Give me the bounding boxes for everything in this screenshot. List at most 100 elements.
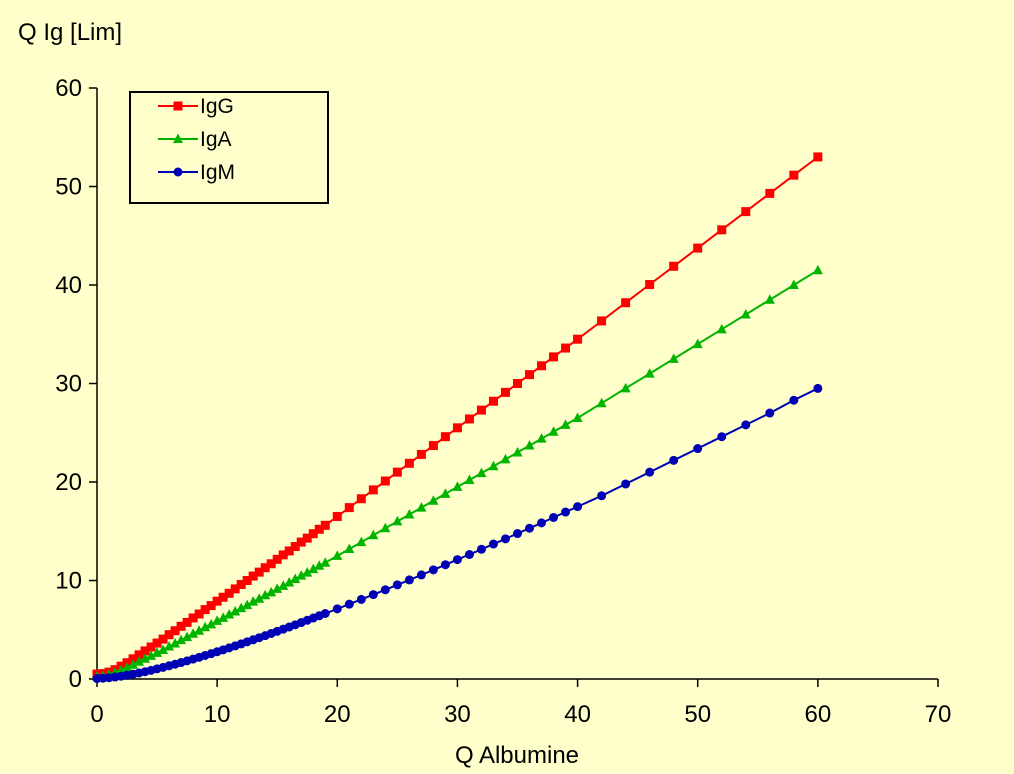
- data-point-igm: [789, 395, 799, 405]
- data-point-iga: [308, 563, 319, 574]
- data-point-iga: [122, 662, 133, 672]
- data-point-igg: [789, 170, 799, 180]
- data-point-iga: [134, 656, 145, 666]
- data-point-iga: [812, 264, 823, 275]
- data-point-igg: [308, 529, 318, 539]
- data-point-igg: [290, 542, 300, 552]
- data-point-iga: [440, 488, 451, 498]
- data-point-igm: [392, 580, 402, 590]
- data-point-igm: [476, 544, 486, 554]
- data-point-igg: [537, 361, 547, 371]
- y-tick-label: 60: [55, 75, 82, 102]
- data-point-igm: [428, 565, 438, 575]
- data-point-iga: [176, 634, 187, 645]
- data-point-igg: [368, 485, 378, 495]
- data-point-igm: [669, 455, 679, 465]
- data-point-iga: [392, 515, 403, 526]
- data-point-igm: [332, 604, 342, 614]
- data-point-iga: [248, 596, 259, 606]
- data-point-igm: [561, 507, 571, 517]
- data-point-igm: [464, 549, 474, 559]
- data-point-iga: [314, 560, 325, 570]
- series-igg: [92, 152, 823, 679]
- data-point-igg: [164, 630, 174, 640]
- x-tick-label: 20: [324, 701, 351, 728]
- data-point-iga: [218, 612, 229, 622]
- data-point-igg: [260, 563, 270, 573]
- data-point-igg: [765, 188, 775, 198]
- data-point-igg: [476, 405, 486, 415]
- data-point-iga: [188, 628, 199, 638]
- data-point-igm: [488, 539, 498, 549]
- data-point-igm: [440, 560, 450, 570]
- data-point-iga: [158, 644, 169, 654]
- legend-label-igg: IgG: [200, 95, 234, 118]
- data-point-igg: [344, 503, 354, 513]
- data-point-igg: [176, 621, 186, 631]
- data-point-iga: [296, 570, 307, 580]
- y-tick-label: 0: [69, 666, 82, 693]
- data-point-igg: [621, 298, 631, 308]
- data-point-iga: [206, 618, 217, 629]
- data-point-igm: [549, 512, 559, 522]
- data-point-igg: [194, 609, 204, 619]
- data-point-iga: [140, 653, 151, 663]
- data-point-iga: [572, 412, 583, 422]
- data-point-igg: [380, 476, 390, 486]
- data-point-iga: [344, 543, 355, 553]
- data-point-igg: [158, 634, 168, 644]
- data-point-igg: [266, 559, 276, 569]
- data-point-igg: [272, 554, 282, 564]
- data-point-igg: [452, 423, 462, 433]
- data-point-igm: [525, 523, 535, 533]
- data-point-iga: [788, 279, 799, 289]
- data-point-igm: [344, 599, 354, 609]
- data-point-iga: [740, 309, 751, 319]
- data-point-igg: [314, 524, 324, 534]
- series-group: [92, 152, 823, 684]
- data-point-igg: [464, 414, 474, 424]
- y-tick-label: 20: [55, 469, 82, 496]
- data-point-igg: [813, 152, 823, 162]
- data-point-igg: [573, 334, 583, 344]
- data-point-igg: [254, 567, 264, 577]
- data-point-iga: [152, 647, 163, 657]
- data-point-iga: [224, 608, 235, 619]
- data-point-igg: [717, 225, 727, 235]
- data-point-iga: [464, 474, 475, 485]
- data-point-igg: [128, 654, 138, 664]
- data-point-igg: [549, 352, 559, 362]
- data-point-igg: [170, 626, 180, 636]
- data-point-igm: [452, 555, 462, 565]
- y-axis-title: Q Ig [Lim]: [18, 19, 122, 46]
- data-point-iga: [536, 433, 547, 443]
- data-point-igm: [380, 585, 390, 595]
- legend-box: [129, 91, 329, 204]
- legend-marker-igm: [173, 167, 183, 177]
- data-point-igm: [404, 575, 414, 585]
- x-tick-label: 60: [805, 701, 832, 728]
- data-point-iga: [428, 495, 439, 505]
- data-point-iga: [524, 440, 535, 450]
- data-point-iga: [764, 294, 775, 304]
- data-point-iga: [260, 589, 271, 600]
- data-point-igg: [440, 432, 450, 442]
- data-point-iga: [320, 557, 331, 567]
- data-point-igm: [741, 420, 751, 430]
- data-point-igg: [236, 579, 246, 589]
- data-point-igm: [693, 444, 703, 454]
- data-point-iga: [182, 631, 193, 642]
- x-tick-label: 0: [90, 701, 103, 728]
- data-point-igm: [368, 590, 378, 600]
- data-point-igm: [765, 408, 775, 418]
- x-tick-label: 50: [684, 701, 711, 728]
- data-point-igg: [188, 613, 198, 623]
- y-tick-label: 10: [55, 568, 82, 595]
- data-point-iga: [242, 599, 253, 610]
- legend-label-iga: IgA: [200, 128, 232, 151]
- data-point-iga: [266, 586, 277, 597]
- x-axis-title: Q Albumine: [455, 742, 579, 769]
- data-point-iga: [716, 323, 727, 334]
- data-point-igg: [525, 370, 535, 380]
- data-point-iga: [512, 446, 523, 457]
